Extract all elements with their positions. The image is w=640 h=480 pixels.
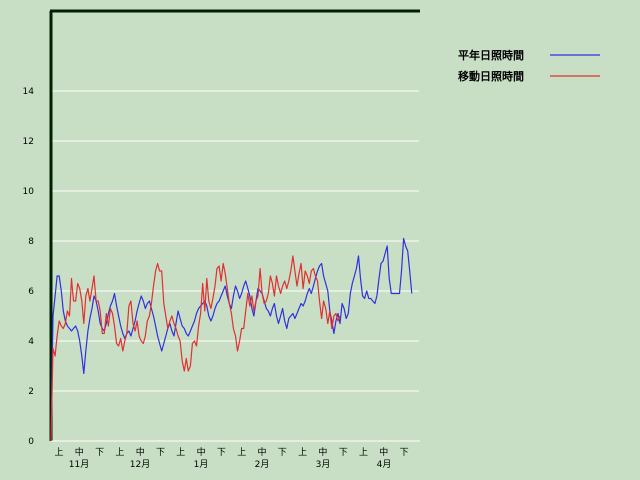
x-tick-label: 中 bbox=[257, 446, 266, 458]
y-tick-label: 4 bbox=[28, 337, 34, 347]
x-tick-label: 中 bbox=[75, 446, 84, 458]
x-tick-label: 下 bbox=[339, 448, 348, 458]
x-tick-label: 上 bbox=[115, 447, 124, 458]
month-labels: 11月 12月 1月 2月 3月 4月 bbox=[69, 459, 392, 470]
y-tick-label: 0 bbox=[28, 437, 34, 447]
month-label: 11月 bbox=[69, 459, 89, 470]
x-tick-label: 中 bbox=[318, 446, 327, 458]
x-tick-label: 下 bbox=[278, 448, 287, 458]
series-line-1 bbox=[50, 255, 341, 442]
y-tick-label: 8 bbox=[28, 237, 34, 247]
axes bbox=[49, 9, 420, 442]
legend-label: 移動日照時間 bbox=[458, 69, 524, 83]
y-tick-label: 12 bbox=[23, 137, 34, 147]
gridlines bbox=[51, 90, 419, 392]
month-label: 2月 bbox=[255, 459, 270, 470]
y-tick-label: 6 bbox=[28, 287, 34, 297]
x-tick-label: 中 bbox=[136, 446, 145, 458]
x-tick-label: 中 bbox=[379, 446, 388, 458]
x-tick-label: 下 bbox=[217, 448, 226, 458]
month-label: 12月 bbox=[130, 459, 150, 470]
y-tick-label: 14 bbox=[23, 87, 35, 97]
legend-label: 平年日照時間 bbox=[458, 48, 524, 62]
x-tick-label: 中 bbox=[197, 446, 206, 458]
y-tick-label: 2 bbox=[28, 387, 34, 397]
series-line-0 bbox=[50, 237, 413, 442]
x-tick-label: 下 bbox=[95, 448, 104, 458]
x-tick-label: 下 bbox=[400, 448, 409, 458]
x-tick-label: 上 bbox=[359, 447, 368, 458]
x-tick-label: 下 bbox=[156, 448, 165, 458]
month-label: 4月 bbox=[377, 459, 392, 470]
x-tick-label: 上 bbox=[54, 447, 63, 458]
month-label: 1月 bbox=[194, 459, 209, 470]
x-tick-label: 上 bbox=[176, 447, 185, 458]
x-tick-label: 上 bbox=[298, 447, 307, 458]
x-axis-ticks: 上中下上中下上中下上中下上中下上中下 bbox=[54, 446, 408, 458]
x-tick-label: 上 bbox=[237, 447, 246, 458]
series-lines bbox=[50, 237, 413, 442]
y-axis-ticks: 0 2 4 6 8 10 12 14 bbox=[23, 87, 35, 447]
y-tick-label: 10 bbox=[23, 187, 35, 197]
month-label: 3月 bbox=[316, 459, 331, 470]
